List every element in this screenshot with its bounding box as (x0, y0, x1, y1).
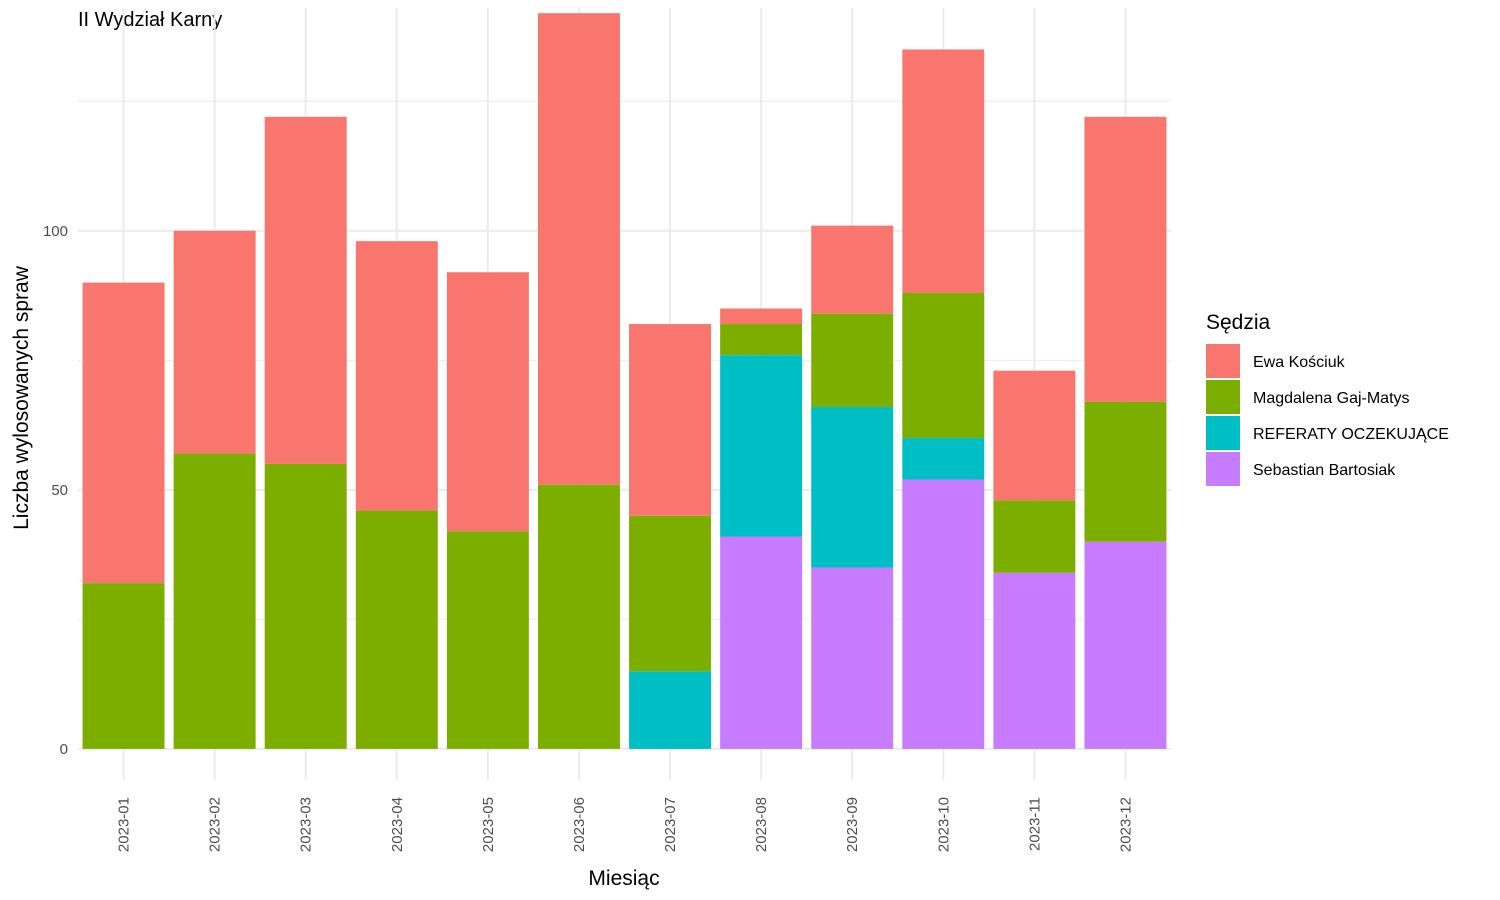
legend-swatch (1206, 416, 1240, 450)
bar-segment (355, 241, 438, 511)
x-tick-label: 2023-09 (844, 797, 861, 852)
y-axis-title: Liczba wylosowanych spraw (10, 265, 33, 530)
y-tick-label: 100 (43, 223, 68, 240)
legend: Sędzia Ewa Kościuk Magdalena Gaj-Matys REF… (1206, 311, 1449, 486)
bar-segment (993, 572, 1076, 749)
legend-label: Sebastian Bartosiak (1253, 462, 1396, 479)
bar-segment (902, 438, 985, 480)
y-tick-label: 50 (51, 482, 68, 499)
legend-label: REFERATY OCZEKUJĄCE (1253, 426, 1449, 443)
x-tick-label: 2023-06 (571, 797, 588, 852)
x-tick-label: 2023-04 (389, 797, 406, 852)
bar-segment (993, 370, 1076, 501)
bar-segment (1084, 401, 1167, 542)
legend-swatch (1206, 380, 1240, 414)
bar-segment (902, 479, 985, 749)
bar-segment (629, 515, 712, 672)
legend-swatch (1206, 452, 1240, 486)
bar-segment (629, 324, 712, 516)
x-axis-title: Miesiąc (588, 867, 659, 890)
legend-label: Ewa Kościuk (1253, 354, 1346, 371)
legend-swatch (1206, 344, 1240, 378)
legend-title: Sędzia (1206, 311, 1271, 334)
x-tick-label: 2023-10 (935, 797, 952, 852)
x-tick-label: 2023-07 (662, 797, 679, 852)
bar-segment (629, 671, 712, 749)
bar-segment (173, 230, 256, 454)
x-tick-label: 2023-05 (480, 797, 497, 852)
legend-label: Magdalena Gaj-Matys (1253, 390, 1410, 407)
bar-segment (537, 13, 620, 485)
x-tick-label: 2023-01 (116, 797, 133, 852)
bar-segment (446, 272, 529, 532)
bar-segment (720, 355, 803, 537)
bar-segment (720, 324, 803, 356)
bar-segment (811, 567, 894, 749)
bar-segment (355, 510, 438, 749)
x-tick-label: 2023-11 (1026, 797, 1043, 851)
x-tick-label: 2023-08 (753, 797, 770, 852)
bar-segment (264, 116, 347, 464)
bar-segment (264, 463, 347, 749)
bar-segment (902, 49, 985, 293)
bar-segment (82, 282, 165, 584)
bar-segment (1084, 116, 1167, 402)
y-axis-ticks: 0 50 100 (43, 223, 68, 758)
x-tick-label: 2023-12 (1117, 797, 1134, 852)
bar-segment (993, 500, 1076, 573)
bar-segment (1084, 541, 1167, 749)
y-tick-label: 0 (60, 741, 68, 758)
bar-segment (720, 536, 803, 749)
bars (82, 13, 1167, 749)
bar-segment (811, 225, 894, 314)
bar-segment (811, 406, 894, 568)
bar-segment (446, 531, 529, 749)
bar-segment (811, 313, 894, 407)
x-tick-label: 2023-03 (298, 797, 315, 852)
x-axis-ticks: 2023-01 2023-02 2023-03 2023-04 2023-05 2023-… (116, 797, 1135, 852)
bar-segment (902, 292, 985, 439)
chart-title: II Wydział Karny (78, 9, 222, 31)
bar-segment (537, 484, 620, 749)
bar-segment (82, 583, 165, 749)
x-tick-label: 2023-02 (207, 797, 224, 852)
bar-segment (173, 453, 256, 749)
bar-segment (720, 308, 803, 325)
